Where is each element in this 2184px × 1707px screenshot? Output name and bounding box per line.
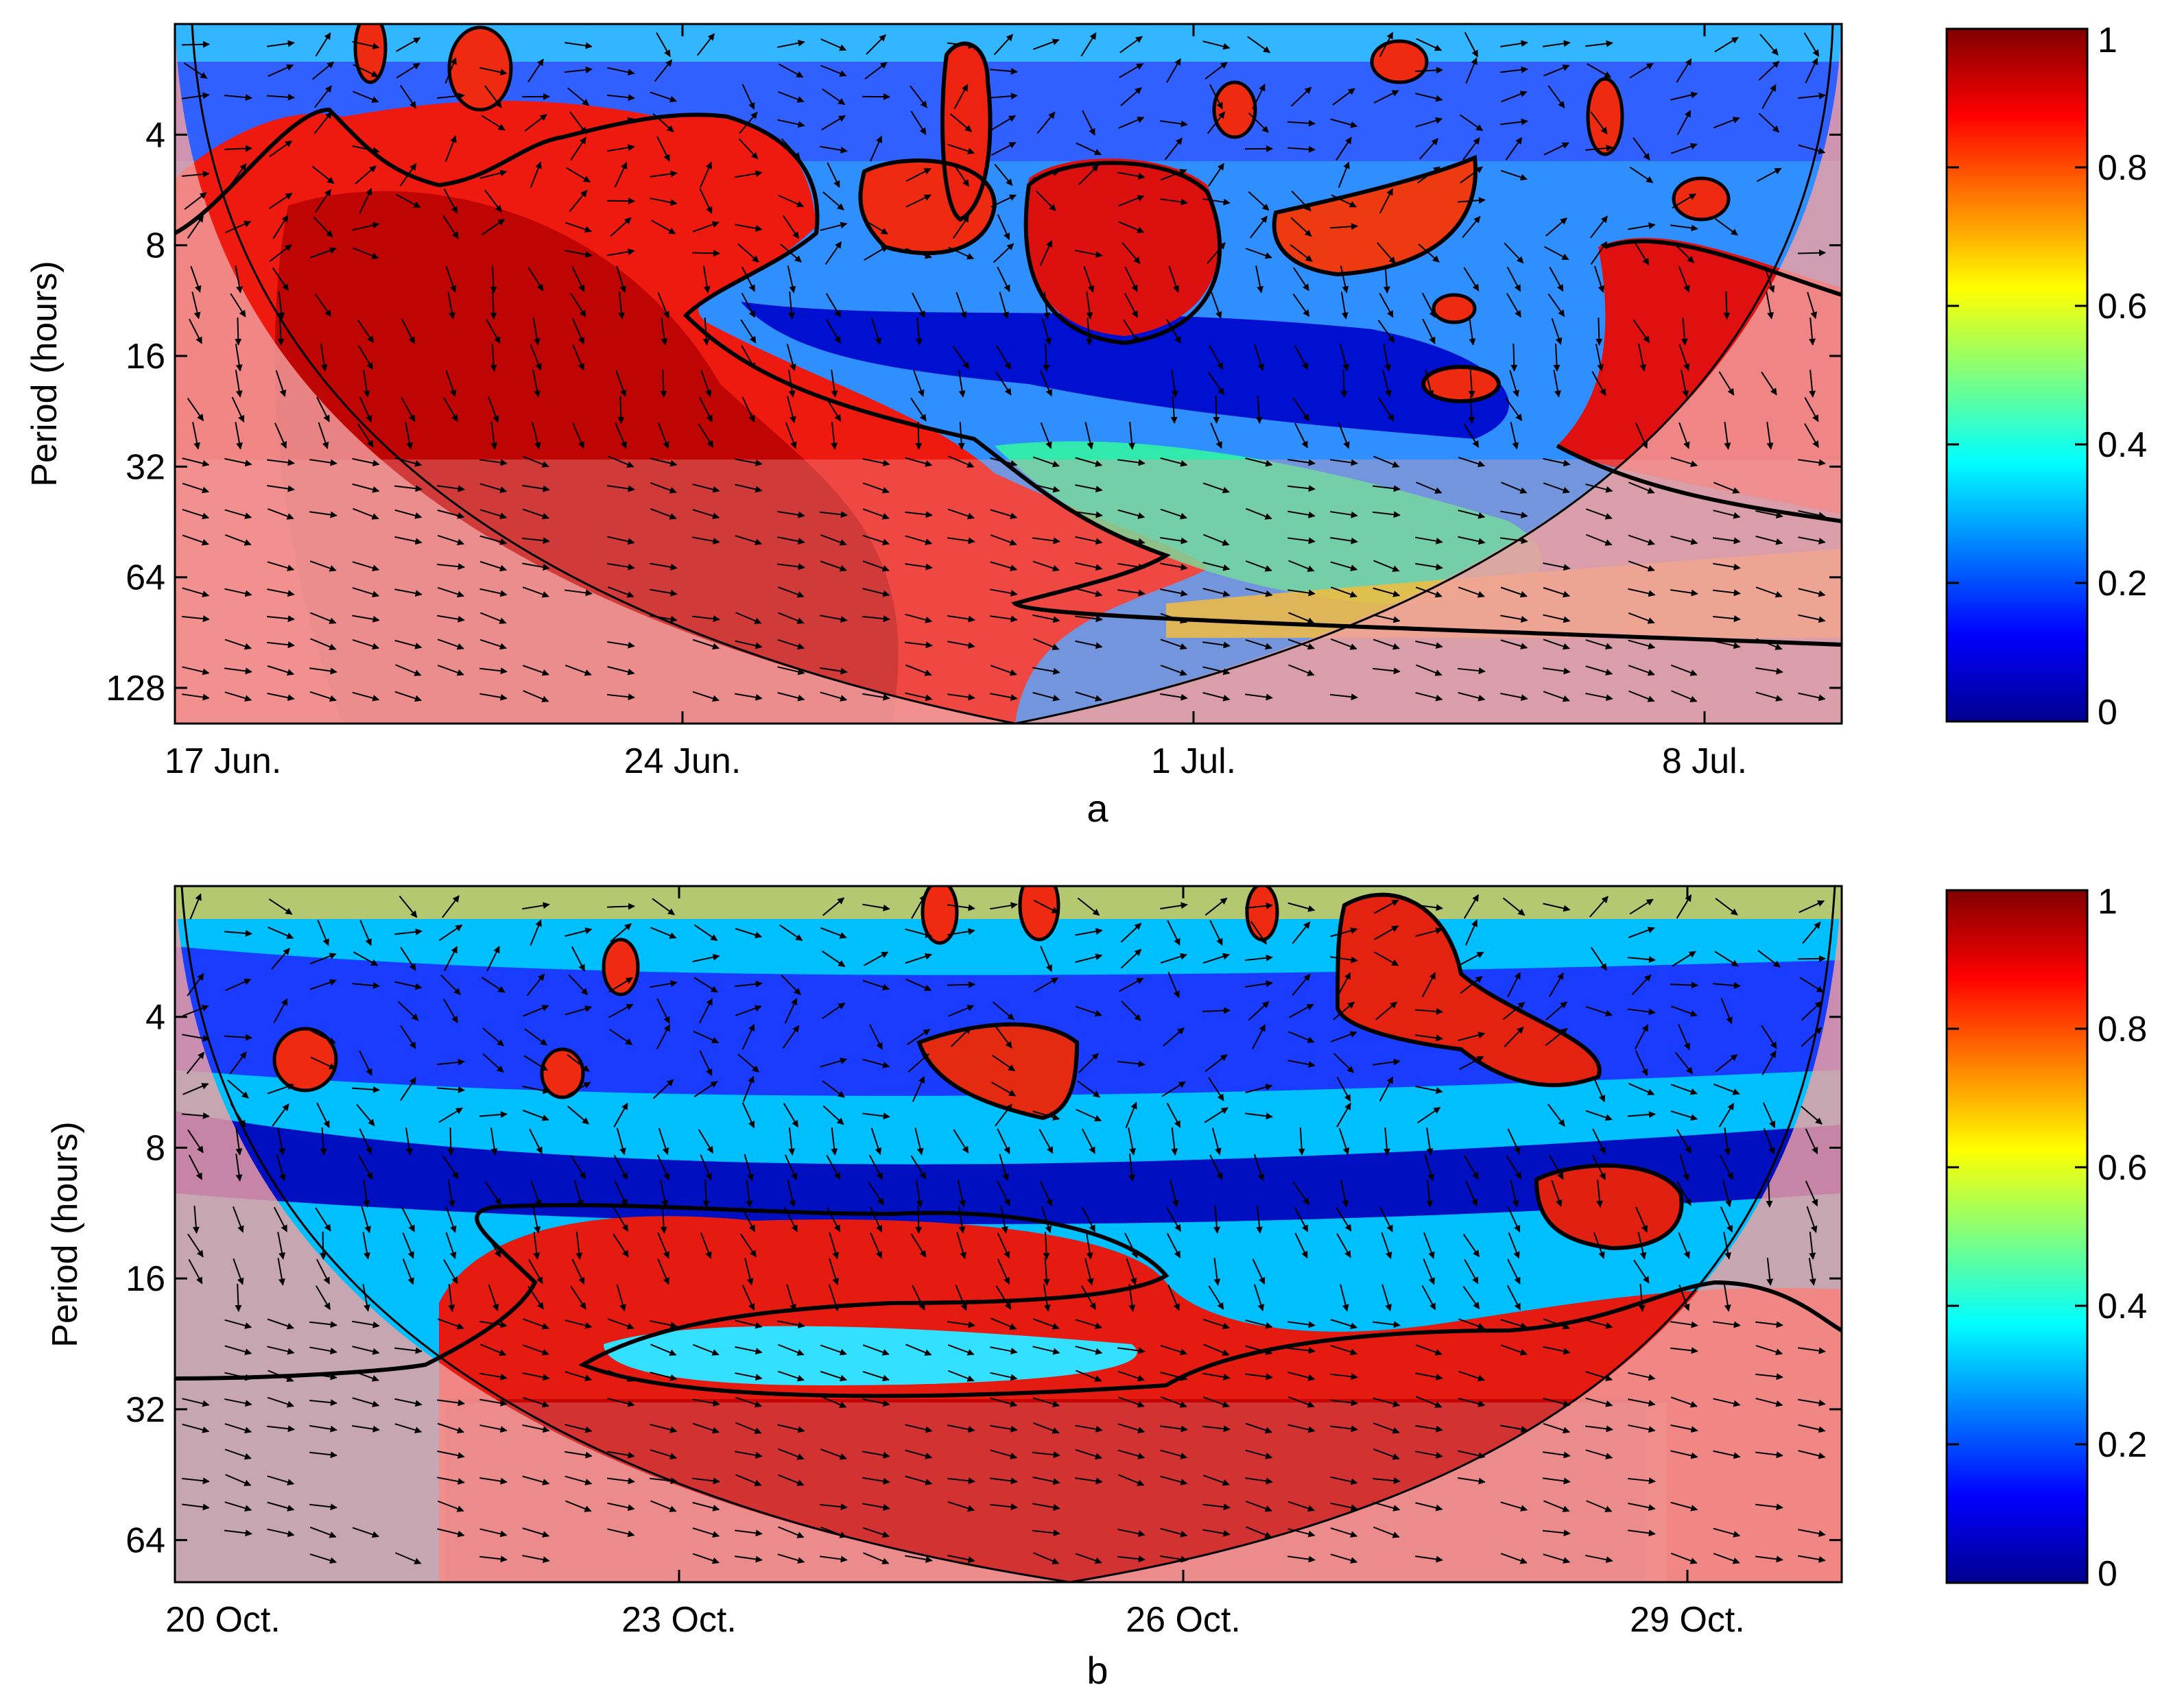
panel-b-colorbar-label: 1 (2098, 882, 2117, 922)
panel-a-heatmap (175, 14, 1842, 724)
panel-b-ylabel: Period (hours) (45, 1121, 85, 1347)
panel-a-xtick-label: 17 Jun. (165, 741, 282, 781)
panel-a-ytick-label: 4 (145, 115, 165, 155)
panel-a-ytick-label: 128 (106, 669, 165, 708)
phase-arrow (607, 906, 634, 907)
phase-arrow (1343, 370, 1344, 397)
panel-b-label: b (1087, 1649, 1108, 1692)
panel-b-heatmap (175, 871, 1842, 1582)
panel-a-xtick-label: 8 Jul. (1662, 741, 1747, 781)
panel-b-ytick-label: 32 (126, 1390, 165, 1430)
phase-arrow (1513, 344, 1514, 371)
panel-b-xtick-label: 23 Oct. (621, 1600, 737, 1640)
panel-b-xtick-label: 29 Oct. (1630, 1600, 1745, 1640)
panel-a-colorbar-label: 0.2 (2098, 564, 2147, 604)
panel-a-colorbar-label: 0.8 (2098, 148, 2147, 188)
panel-a-ytick-label: 32 (126, 447, 165, 487)
panel-b-ytick-label: 8 (145, 1128, 165, 1168)
panel-a-colorbar-label: 1 (2098, 21, 2117, 60)
panel-a-ytick-label: 64 (126, 558, 165, 598)
phase-arrow (947, 984, 975, 985)
panel-b-ytick-label: 4 (145, 998, 165, 1038)
panel-a-ylabel: Period (hours) (25, 261, 64, 486)
panel-a-colorbar (1947, 29, 2087, 721)
phase-arrow (1215, 396, 1216, 423)
panel-a-colorbar-label: 0.4 (2098, 425, 2147, 465)
panel-b-colorbar-label: 0.2 (2098, 1425, 2147, 1465)
panel-a-xtick-label: 24 Jun. (624, 741, 741, 781)
phase-arrow (1798, 252, 1825, 253)
phase-arrow (918, 1206, 919, 1233)
phase-arrow (1598, 318, 1599, 345)
panel-b-colorbar-label: 0.6 (2098, 1148, 2147, 1188)
panel-b-colorbar (1947, 890, 2087, 1583)
panel-b-colorbar-label: 0.4 (2098, 1287, 2147, 1326)
panel-a-label: a (1087, 787, 1108, 830)
phase-arrow (237, 318, 238, 345)
phase-arrow (620, 396, 621, 423)
panel-b-xtick-label: 26 Oct. (1126, 1600, 1241, 1640)
phase-arrow (692, 253, 720, 254)
panel-a-colorbar-label: 0.6 (2098, 287, 2147, 326)
panel-b-colorbar-label: 0 (2098, 1554, 2117, 1594)
panel-a-xtick-label: 1 Jul. (1151, 741, 1236, 781)
panel-b-ytick-label: 64 (126, 1521, 165, 1561)
panel-a-colorbar-label: 0 (2098, 693, 2117, 732)
panel-b-ytick-label: 16 (126, 1259, 165, 1299)
panel-b-xtick-label: 20 Oct. (165, 1600, 281, 1640)
phase-arrow (323, 1232, 324, 1259)
panel-b-colorbar-label: 0.8 (2098, 1010, 2147, 1049)
panel-a-ytick-label: 8 (145, 226, 165, 266)
panel-a-ytick-label: 16 (126, 337, 165, 377)
